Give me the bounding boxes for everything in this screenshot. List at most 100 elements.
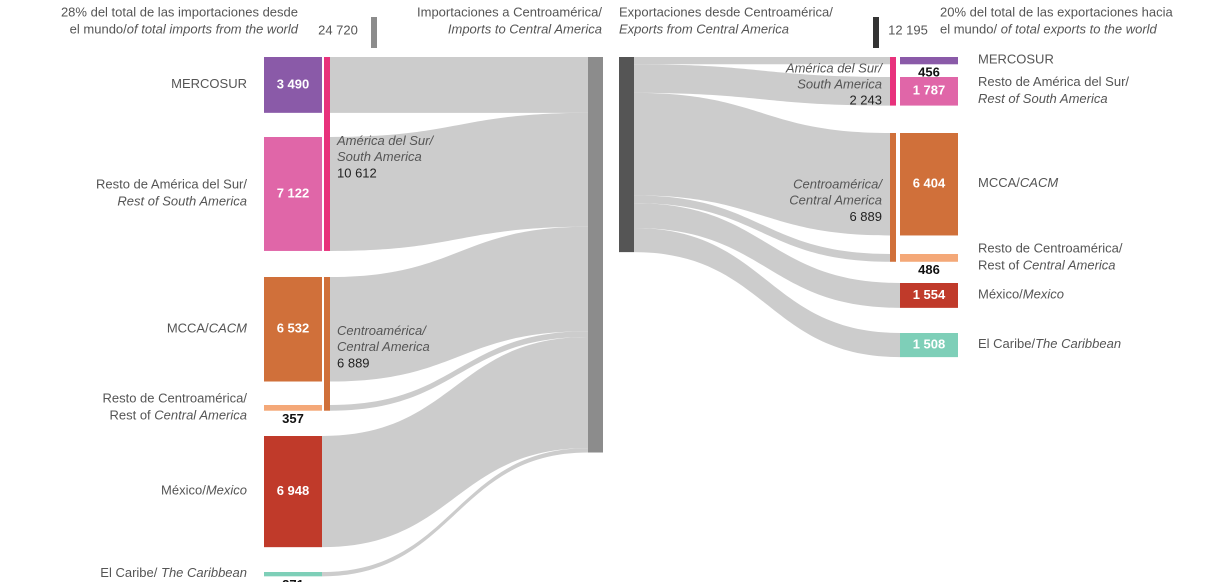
label-line: El Caribe/ The Caribbean bbox=[100, 566, 247, 581]
flow bbox=[634, 64, 890, 106]
total-label: 12 195 bbox=[888, 22, 928, 37]
group-value: 10 612 bbox=[337, 165, 377, 180]
total-bar bbox=[619, 57, 634, 253]
label-part: Rest of bbox=[978, 258, 1023, 273]
label-part: Central America bbox=[789, 193, 882, 208]
label-line: Exportaciones desde Centroamérica/ bbox=[619, 5, 833, 20]
label-line: Importaciones a Centroamérica/ bbox=[417, 5, 602, 20]
value-label: 6 532 bbox=[277, 321, 310, 336]
header-bar bbox=[873, 17, 879, 48]
label-line: 20% del total de las exportaciones hacia bbox=[940, 5, 1173, 20]
label-part: el mundo/ bbox=[70, 22, 127, 37]
node bbox=[900, 283, 958, 308]
label-part: México/ bbox=[161, 483, 206, 498]
flow bbox=[322, 337, 588, 548]
group-bar bbox=[324, 277, 330, 411]
node bbox=[900, 77, 958, 106]
node bbox=[900, 133, 958, 236]
label-part: Rest of bbox=[109, 408, 154, 423]
flow bbox=[634, 92, 890, 236]
label-part: The Caribbean bbox=[161, 566, 247, 581]
label-line: Rest of South America bbox=[978, 91, 1108, 106]
label-line: América del Sur/ bbox=[785, 61, 883, 76]
label-line: MERCOSUR bbox=[171, 76, 247, 91]
flow bbox=[322, 448, 588, 577]
value-label: 1 787 bbox=[913, 83, 946, 98]
flow bbox=[330, 331, 588, 411]
label-line: Exports from Central America bbox=[619, 22, 789, 37]
label-part: México/ bbox=[978, 287, 1023, 302]
value-label: 486 bbox=[918, 262, 940, 277]
label-part: CACM bbox=[1020, 176, 1058, 191]
node bbox=[900, 254, 958, 262]
label-line: el mundo/ of total exports to the world bbox=[940, 22, 1158, 37]
node bbox=[264, 405, 322, 411]
label-line: Centroamérica/ bbox=[337, 323, 427, 338]
label-part: Rest of South America bbox=[978, 91, 1108, 106]
flow bbox=[634, 203, 900, 308]
label-part: of total exports to the world bbox=[997, 22, 1157, 37]
node bbox=[264, 436, 322, 548]
value-label: 3 490 bbox=[277, 76, 310, 91]
label-line: 28% del total de las importaciones desde bbox=[61, 5, 298, 20]
label-part: Exports from Central America bbox=[619, 22, 789, 37]
label-part: Resto de Centroamérica/ bbox=[978, 241, 1123, 256]
label-line: El Caribe/The Caribbean bbox=[978, 337, 1121, 352]
value-label: 357 bbox=[282, 411, 304, 426]
label-line: Central America bbox=[789, 193, 882, 208]
group-value: 6 889 bbox=[849, 209, 882, 224]
value-label: 1 508 bbox=[913, 337, 946, 352]
label-part: CACM bbox=[209, 321, 247, 336]
label-line: South America bbox=[797, 77, 882, 92]
label-part: of total imports from the world bbox=[127, 22, 299, 37]
header-bar bbox=[371, 17, 377, 48]
value-label: 7 122 bbox=[277, 185, 310, 200]
node bbox=[264, 57, 322, 113]
node bbox=[900, 57, 958, 65]
flow bbox=[330, 57, 588, 113]
label-part: El Caribe/ bbox=[978, 337, 1035, 352]
flow bbox=[634, 227, 900, 358]
label-part: Central America bbox=[337, 339, 430, 354]
label-line: MCCA/CACM bbox=[167, 321, 247, 336]
label-line: Centroamérica/ bbox=[793, 177, 883, 192]
label-line: Resto de Centroamérica/ bbox=[102, 391, 247, 406]
group-value: 6 889 bbox=[337, 355, 370, 370]
label-part: Resto de América del Sur/ bbox=[96, 177, 247, 192]
label-part: Centroamérica/ bbox=[337, 323, 427, 338]
flow bbox=[330, 226, 588, 382]
value-label: 1 554 bbox=[913, 287, 946, 302]
label-part: 20% del total de las exportaciones hacia bbox=[940, 5, 1173, 20]
label-line: México/Mexico bbox=[978, 287, 1064, 302]
total-bar bbox=[588, 57, 603, 453]
value-label: 456 bbox=[918, 65, 940, 80]
label-line: el mundo/of total imports from the world bbox=[70, 22, 299, 37]
node bbox=[900, 333, 958, 358]
label-part: MERCOSUR bbox=[978, 52, 1054, 67]
node bbox=[264, 572, 322, 577]
flow bbox=[634, 57, 890, 65]
label-line: Imports to Central America bbox=[448, 22, 602, 37]
label-part: 28% del total de las importaciones desde bbox=[61, 5, 298, 20]
label-line: América del Sur/ bbox=[336, 133, 434, 148]
label-line: Resto de América del Sur/ bbox=[978, 74, 1129, 89]
total-label: 24 720 bbox=[318, 22, 358, 37]
label-line: Resto de Centroamérica/ bbox=[978, 241, 1123, 256]
label-part: América del Sur/ bbox=[785, 61, 883, 76]
label-part: Resto de América del Sur/ bbox=[978, 74, 1129, 89]
group-bar bbox=[890, 133, 896, 262]
label-line: Resto de América del Sur/ bbox=[96, 177, 247, 192]
label-part: Imports to Central America bbox=[448, 22, 602, 37]
label-line: Rest of Central America bbox=[978, 258, 1116, 273]
label-line: México/Mexico bbox=[161, 483, 247, 498]
label-part: Central America bbox=[154, 408, 247, 423]
label-part: South America bbox=[797, 77, 882, 92]
label-part: Rest of South America bbox=[117, 194, 247, 209]
group-bar bbox=[890, 57, 896, 106]
label-part: Centroamérica/ bbox=[793, 177, 883, 192]
group-value: 2 243 bbox=[849, 93, 882, 108]
label-part: MCCA/ bbox=[167, 321, 209, 336]
label-part: el mundo/ bbox=[940, 22, 997, 37]
label-line: MCCA/CACM bbox=[978, 176, 1058, 191]
label-part: MERCOSUR bbox=[171, 76, 247, 91]
